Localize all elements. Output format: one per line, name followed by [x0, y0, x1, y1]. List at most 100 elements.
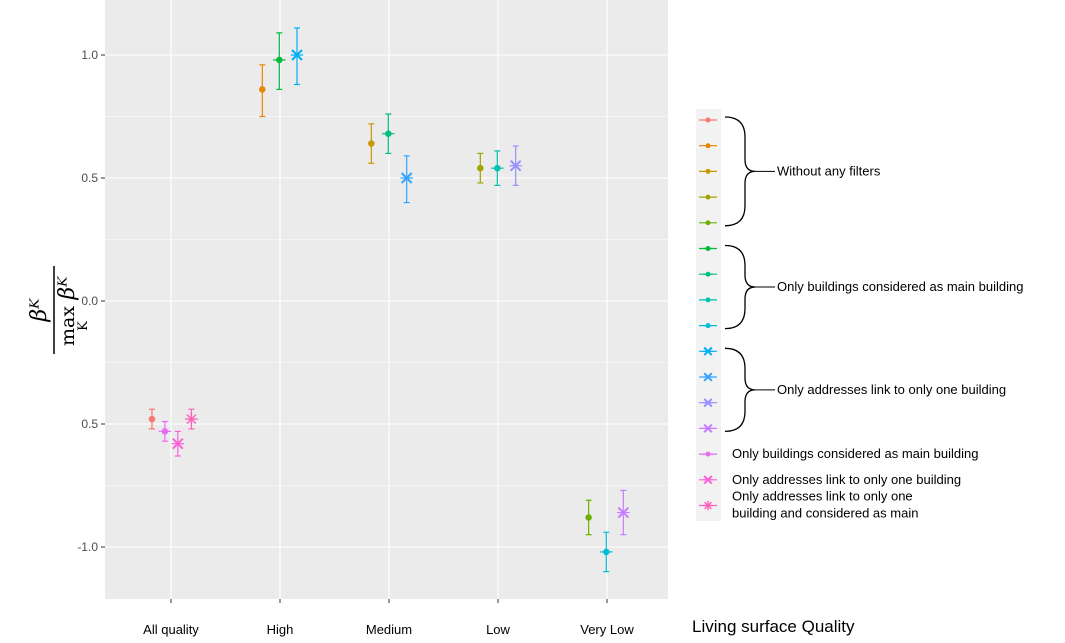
legend-item-1: [699, 143, 717, 149]
legend-item-9: [699, 346, 717, 356]
series-10-point-0: [400, 155, 413, 204]
y-tick-label-2: 0.0: [81, 294, 98, 308]
legend-label-14: Only addresses link to only one building: [732, 472, 961, 487]
legend-key-marker: [703, 475, 713, 485]
series-15-point-0: [185, 408, 198, 430]
legend-key-marker: [703, 398, 713, 408]
series-7-point-0: [491, 150, 504, 186]
data-point-marker: [509, 159, 522, 172]
x-tick-label-1: High: [267, 622, 294, 637]
legend-brace: [724, 116, 756, 227]
legend-key-marker: [703, 297, 713, 303]
ylabel-denominator-var: βᴷ: [55, 275, 80, 301]
legend-item-13: Only buildings considered as main buildi…: [699, 446, 978, 461]
series-11-point-0: [509, 145, 522, 186]
legend-key-marker: [703, 246, 713, 251]
legend: Only buildings considered as main buildi…: [699, 117, 978, 521]
legend-group-label-0: Without any filters: [777, 163, 881, 178]
grid: [105, 0, 668, 599]
legend-group-label-2: Only addresses link to only one building: [777, 382, 1006, 397]
legend-key-marker: [705, 220, 711, 226]
series-13-point-0: [158, 420, 172, 442]
series-1-point-0: [259, 64, 266, 118]
x-tick-label-3: Low: [486, 622, 510, 637]
x-axis-title: Living surface Quality: [692, 617, 855, 636]
series-3-point-0: [477, 152, 484, 184]
legend-item-11: [699, 398, 717, 408]
legend-key-marker: [703, 500, 713, 511]
legend-item-2: [699, 168, 717, 174]
data-point-marker: [477, 164, 484, 172]
legend-key-marker: [703, 271, 713, 277]
legend-item-7: [699, 297, 717, 303]
legend-item-10: [699, 372, 717, 382]
data-point-marker: [617, 506, 630, 519]
legend-groups: Without any filters Only buildings consid…: [724, 116, 1023, 433]
legend-item-3: [699, 194, 717, 200]
legend-item-4: [699, 220, 717, 226]
series-4-point-0: [585, 499, 592, 536]
legend-group-1: Only buildings considered as main buildi…: [724, 244, 1023, 330]
data-point-marker: [273, 56, 286, 64]
series-9-point-0: [290, 27, 304, 86]
legend-group-label-1: Only buildings considered as main buildi…: [777, 279, 1023, 294]
legend-label-15-line-0: Only addresses link to only one: [732, 489, 913, 504]
legend-item-6: [699, 271, 717, 277]
legend-label-15-line-1: building and considered as main: [732, 506, 918, 521]
legend-item-12: [699, 423, 717, 433]
legend-key-marker: [703, 372, 713, 382]
data-point-marker: [585, 514, 592, 521]
data-point-marker: [368, 140, 375, 147]
plot-panel: [105, 0, 668, 599]
x-axis: All quality High Medium Low Very Low: [143, 599, 634, 637]
data-point-marker: [185, 412, 198, 426]
legend-item-15: Only addresses link to only one building …: [699, 489, 918, 521]
ylabel-numerator: βᴷ: [27, 297, 52, 323]
x-tick-label-0: All quality: [143, 622, 199, 637]
legend-key-marker: [705, 168, 711, 174]
legend-key-marker: [703, 323, 713, 329]
legend-item-14: Only addresses link to only one building: [699, 472, 961, 487]
data-point-marker: [148, 415, 156, 423]
legend-item-0: [699, 117, 717, 123]
data-point-marker: [400, 172, 413, 184]
legend-key-marker: [703, 451, 713, 457]
data-point-marker: [259, 86, 266, 93]
ylabel-max: max: [57, 306, 79, 346]
ylabel-max-subscript: K: [76, 321, 91, 331]
legend-group-2: Only addresses link to only one building: [724, 347, 1006, 433]
data-point-marker: [290, 49, 304, 61]
series-2-point-0: [368, 123, 375, 164]
legend-key-marker: [703, 346, 713, 356]
y-tick-label-4: -1.0: [77, 540, 98, 554]
legend-brace: [724, 347, 756, 433]
series-8-point-0: [600, 531, 613, 573]
legend-item-8: [699, 323, 717, 329]
data-point-marker: [382, 130, 395, 137]
y-tick-label-3: 0.5: [81, 417, 98, 431]
data-point-marker: [171, 437, 185, 450]
series-5-point-0: [273, 32, 286, 91]
legend-label-13: Only buildings considered as main buildi…: [732, 446, 978, 461]
data-point-marker: [600, 548, 613, 556]
y-tick-label-0: 1.0: [81, 48, 98, 62]
legend-group-0: Without any filters: [724, 116, 881, 227]
data-marks: [148, 27, 630, 573]
series-12-point-0: [617, 489, 630, 536]
x-tick-label-2: Medium: [366, 622, 412, 637]
series-6-point-0: [382, 113, 395, 154]
series-14-point-0: [171, 430, 185, 457]
y-axis-title: βᴷ max K βᴷ: [27, 266, 91, 354]
data-point-marker: [491, 164, 504, 172]
legend-key-marker: [705, 117, 711, 123]
legend-key-marker: [705, 194, 711, 200]
legend-brace: [724, 244, 756, 330]
legend-key-marker: [705, 143, 711, 149]
x-tick-label-4: Very Low: [580, 622, 634, 637]
legend-item-5: [699, 246, 717, 251]
data-point-marker: [158, 428, 172, 435]
y-axis: 1.0 0.5 0.0 0.5 -1.0: [77, 48, 105, 554]
y-tick-label-1: 0.5: [81, 171, 98, 185]
legend-key-marker: [703, 423, 713, 433]
